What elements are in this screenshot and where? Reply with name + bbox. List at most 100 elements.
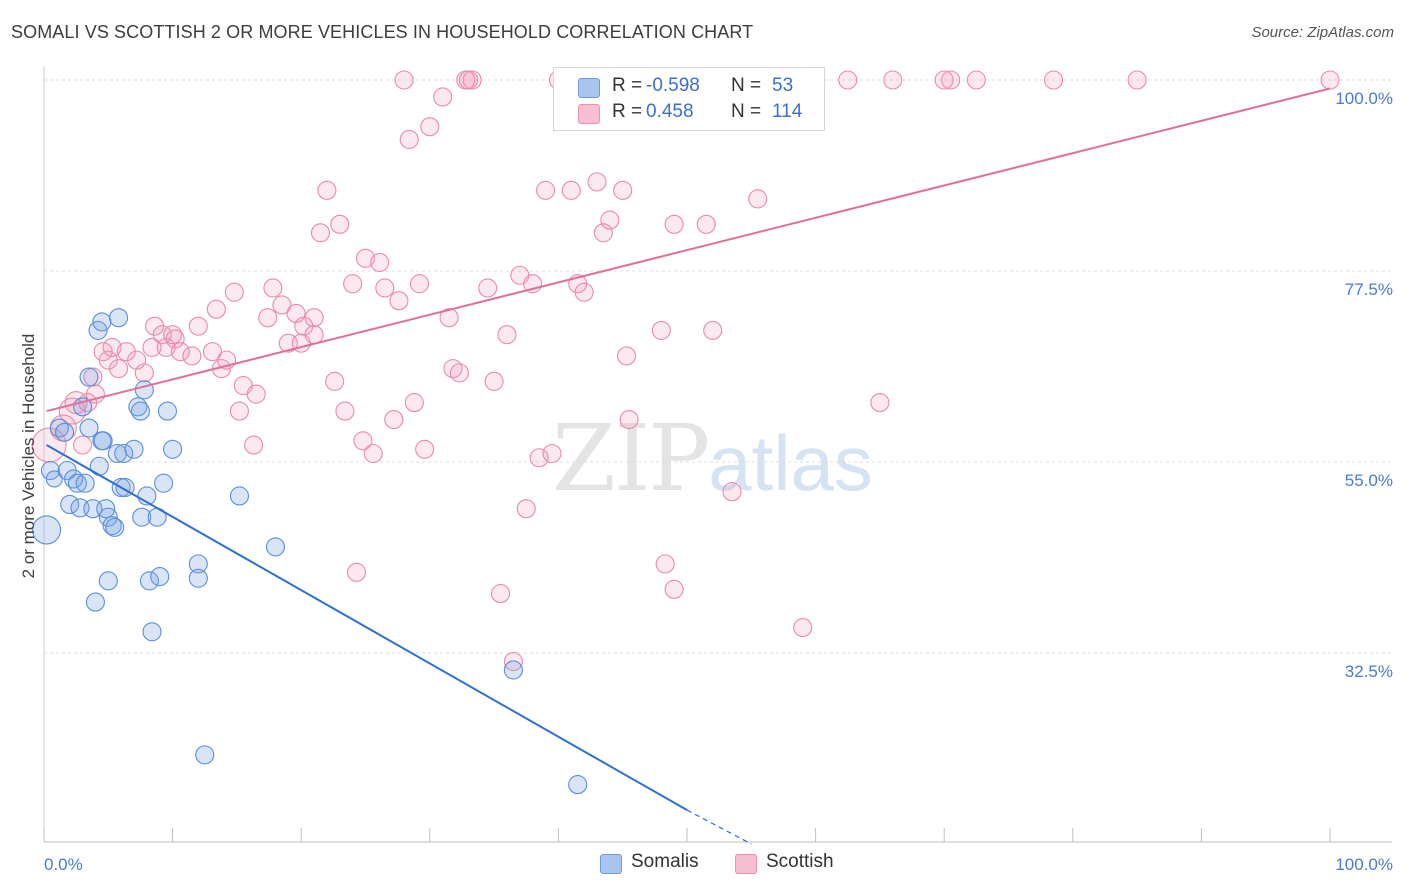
axis-labels: 32.5% 55.0% 77.5% 100.0% 0.0% 100.0% 2 or more… (19, 89, 1393, 874)
somali-point (188, 568, 208, 588)
somali-point (124, 439, 144, 459)
trend-lines (46, 87, 1331, 845)
scottish-point (363, 443, 383, 464)
watermark: ZIPatlas (552, 405, 873, 512)
scottish-point (399, 129, 419, 149)
scottish-point (449, 363, 469, 383)
somali-point (105, 517, 125, 537)
somali-point (55, 422, 75, 442)
scottish-point (370, 252, 390, 273)
y-tick-label: 32.5% (1345, 662, 1393, 681)
scottish-point (263, 278, 283, 298)
watermark-atlas: atlas (708, 419, 873, 507)
somali-point (93, 431, 113, 451)
scottish-point (317, 180, 337, 200)
somali-point (142, 622, 162, 642)
somali-points (32, 308, 588, 795)
scottish-point (229, 401, 250, 421)
somali-point (130, 401, 150, 421)
scottish-point (748, 189, 768, 209)
somali-point (568, 775, 588, 795)
scottish-point (478, 278, 498, 298)
y-tick-label: 55.0% (1345, 471, 1393, 490)
scottish-point (542, 443, 562, 464)
somali-point (79, 418, 99, 438)
scottish-point (574, 282, 594, 302)
scottish-point (490, 584, 511, 604)
scottish-point (152, 325, 172, 345)
scottish-point (188, 316, 208, 336)
scottish-point (870, 393, 890, 413)
legend-n-value: 114 (772, 101, 803, 122)
scottish-point (703, 320, 723, 340)
somali-point (45, 470, 63, 488)
scottish-point (346, 562, 367, 582)
scottish-point (224, 282, 244, 302)
scottish-point (838, 70, 858, 90)
somali-point (40, 460, 60, 481)
bottom-swatch-somalis (600, 854, 622, 874)
scottish-point (409, 274, 430, 294)
scottish-point (335, 401, 355, 421)
scottish-point (941, 70, 961, 90)
somali-point (98, 571, 118, 591)
scottish-point (394, 70, 414, 90)
somali-point (85, 592, 105, 612)
legend-n-label: N = (731, 101, 762, 122)
somali-point (134, 380, 154, 400)
scottish-point (655, 554, 675, 574)
bottom-legend-label: Somalis (631, 851, 699, 872)
scottish-point (664, 579, 684, 599)
scottish-point (404, 393, 424, 413)
scottish-point (600, 210, 620, 230)
scottish-point (561, 180, 581, 200)
scottish-point (651, 320, 671, 340)
scottish-point (793, 617, 813, 638)
scottish-point (433, 87, 453, 107)
scottish-point (619, 410, 639, 430)
scottish-point (966, 70, 986, 90)
scottish-point (587, 172, 607, 192)
somali-point (79, 367, 99, 387)
somali-point (75, 473, 95, 493)
scottish-point (934, 70, 954, 90)
scottish-point (244, 435, 264, 455)
somali-trend-line (46, 444, 688, 811)
somali-point (157, 401, 178, 421)
scottish-point (272, 295, 292, 315)
somali-point (139, 571, 160, 591)
scottish-point (182, 346, 202, 366)
scottish-point (375, 278, 395, 298)
legend-r-label: R = (612, 101, 643, 122)
scottish-point (664, 214, 684, 234)
somali-point (92, 312, 112, 332)
somali-point (188, 554, 208, 574)
scottish-point (355, 248, 376, 268)
scottish-point (343, 274, 363, 294)
bottom-legend-label: Scottish (766, 851, 834, 872)
scottish-point (1127, 70, 1147, 90)
source-label: Source: ZipAtlas.com (1251, 24, 1394, 41)
scottish-trend-line (46, 87, 1331, 413)
scottish-point (420, 117, 440, 137)
scottish-point (389, 291, 409, 311)
somali-point (154, 473, 174, 493)
scottish-point (1320, 70, 1340, 90)
axes (43, 66, 1392, 843)
scottish-point (258, 308, 278, 328)
legend-r-value: 0.458 (646, 101, 694, 122)
scottish-point (304, 325, 324, 345)
watermark-zip: ZIP (552, 405, 710, 512)
scottish-point (170, 342, 190, 362)
somali-point (265, 537, 286, 557)
scottish-point (310, 223, 331, 243)
legend-swatch-somalis (578, 78, 600, 98)
x-tick-label: 100.0% (1335, 855, 1393, 874)
scottish-point (497, 325, 517, 345)
scottish-point (415, 439, 435, 459)
y-tick-label: 100.0% (1335, 89, 1393, 108)
legend-r-label: R = (612, 75, 643, 96)
scottish-point (696, 214, 716, 234)
bottom-swatch-scottish (735, 854, 757, 874)
